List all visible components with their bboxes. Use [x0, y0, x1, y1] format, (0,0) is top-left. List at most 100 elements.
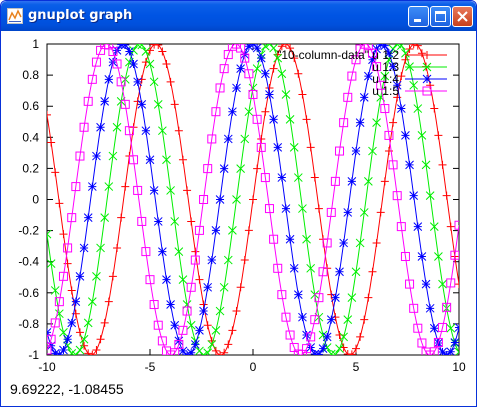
data-point-cross — [79, 334, 89, 344]
data-point-box — [240, 53, 250, 63]
data-point-plus — [174, 126, 183, 135]
data-point-plus — [356, 332, 365, 341]
data-point-plus — [417, 49, 426, 58]
data-point-star — [104, 74, 114, 84]
data-point-star — [248, 44, 258, 49]
data-point-box — [422, 86, 432, 96]
data-point-star — [207, 255, 217, 265]
data-point-star — [67, 318, 77, 328]
minimize-button[interactable] — [408, 6, 429, 27]
data-point-star — [454, 323, 459, 332]
data-point-box — [50, 318, 60, 328]
data-point-box — [244, 69, 254, 79]
data-point-plus — [178, 155, 187, 164]
data-point-plus — [137, 75, 146, 84]
data-point-box — [454, 220, 459, 230]
sine-chart[interactable]: 1 0.8 0.6 0.4 0.2 0 -0.2 -0.4 -0.6 -0.8 -1-10 -5 0 5 1… — [2, 31, 476, 407]
data-point-plus — [232, 307, 241, 316]
y-tick-label: -0.8 — [18, 317, 39, 331]
data-point-star — [228, 107, 237, 117]
y-tick-label: -0.4 — [18, 255, 39, 269]
data-point-cross — [401, 48, 410, 58]
data-point-box — [157, 336, 167, 346]
data-point-box — [400, 251, 410, 261]
data-point-plus — [183, 186, 192, 195]
data-point-box — [405, 279, 415, 289]
data-point-box — [207, 134, 217, 144]
data-point-cross — [438, 279, 447, 289]
data-point-box — [273, 263, 283, 273]
data-point-box — [326, 207, 336, 217]
data-point-star — [351, 146, 361, 156]
data-point-cross — [425, 191, 435, 201]
data-point-plus — [397, 72, 406, 81]
data-point-box — [54, 297, 64, 307]
data-point-box — [429, 347, 439, 355]
data-point-cross — [429, 222, 439, 231]
data-point-star — [120, 44, 130, 50]
data-point-star — [137, 100, 147, 109]
data-point-star — [92, 151, 101, 161]
plot-canvas[interactable]: 1 0.8 0.6 0.4 0.2 0 -0.2 -0.4 -0.6 -0.8 -1 -10 -5 0 5 1… — [2, 31, 476, 407]
close-button[interactable] — [452, 6, 473, 27]
data-point-plus — [88, 350, 97, 355]
data-point-cross — [240, 134, 250, 144]
data-point-cross — [293, 173, 303, 182]
data-point-star — [178, 346, 188, 355]
data-point-plus — [446, 222, 455, 231]
data-point-box — [318, 267, 328, 277]
data-point-plus — [302, 115, 311, 124]
data-point-box — [190, 255, 200, 265]
data-point-cross — [153, 100, 163, 109]
data-point-cross — [219, 282, 229, 292]
data-point-box — [141, 247, 151, 257]
maximize-button[interactable] — [430, 6, 451, 27]
data-point-cross — [112, 122, 122, 132]
data-point-cross — [108, 151, 118, 161]
data-point-star — [289, 263, 299, 273]
data-point-cross — [347, 293, 357, 303]
data-point-box — [433, 337, 443, 347]
data-point-plus — [113, 243, 122, 252]
data-point-plus — [51, 168, 60, 177]
data-point-cross — [335, 344, 344, 353]
data-point-box — [137, 216, 147, 226]
data-point-cross — [355, 238, 365, 248]
data-point-cross — [145, 59, 155, 69]
data-point-box — [199, 195, 209, 204]
data-point-cross — [199, 350, 208, 355]
legend-marker — [422, 62, 432, 72]
data-point-star — [331, 293, 340, 303]
data-point-star — [203, 282, 213, 292]
data-point-star — [79, 243, 89, 253]
data-point-cross — [137, 44, 147, 50]
data-point-star — [133, 77, 142, 87]
data-point-plus — [240, 256, 249, 265]
title-bar[interactable]: gnuplot graph — [1, 1, 476, 31]
data-point-cross — [178, 275, 188, 285]
data-point-star — [396, 104, 406, 113]
close-icon — [457, 11, 468, 22]
data-point-cross — [380, 71, 390, 81]
y-tick-label: 0 — [32, 193, 39, 207]
data-point-star — [50, 348, 60, 355]
data-point-cross — [158, 126, 167, 136]
data-point-box — [47, 334, 56, 344]
data-point-box — [124, 126, 134, 136]
data-point-box — [269, 234, 279, 244]
data-point-cross — [100, 213, 110, 222]
data-point-plus — [166, 77, 175, 86]
data-point-star — [75, 271, 85, 281]
data-point-plus — [269, 64, 278, 73]
data-point-star — [298, 312, 307, 322]
data-point-box — [108, 47, 118, 57]
data-point-plus — [244, 226, 253, 235]
data-point-star — [318, 344, 328, 353]
data-point-box — [174, 339, 184, 349]
data-point-plus — [257, 134, 266, 143]
data-point-star — [256, 53, 266, 63]
legend-label: "10-column-data" u 1:2 — [277, 48, 399, 62]
data-point-cross — [409, 80, 419, 90]
data-point-box — [153, 320, 163, 330]
